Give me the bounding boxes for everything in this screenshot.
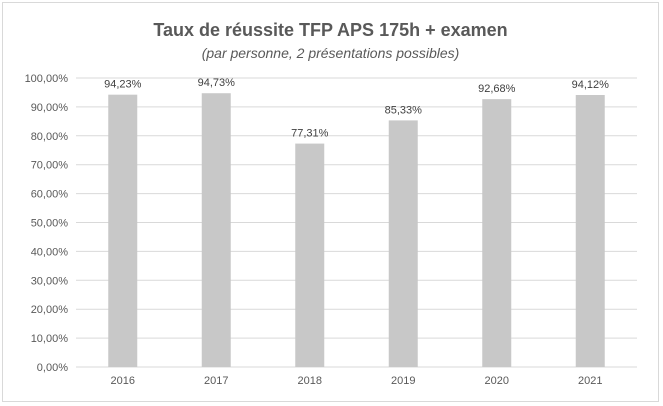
x-tick-label: 2020 [485, 375, 509, 387]
y-tick-label: 80,00% [31, 131, 69, 143]
y-tick-label: 40,00% [31, 246, 69, 258]
y-tick-label: 10,00% [31, 333, 69, 345]
bars [108, 93, 605, 368]
x-axis-ticks: 2016 2017 2018 2019 2020 2021 [111, 375, 603, 387]
y-tick-label: 90,00% [31, 102, 69, 114]
bar-2017 [201, 93, 231, 368]
gridlines [76, 77, 637, 368]
y-tick-label: 60,00% [31, 189, 69, 201]
bar-2016 [108, 94, 138, 368]
y-tick-label: 30,00% [31, 275, 69, 287]
y-tick-label: 20,00% [31, 304, 69, 316]
y-tick-label: 50,00% [31, 218, 69, 230]
y-axis-ticks: 0,00% 10,00% 20,00% 30,00% 40,00% 50,00% 60,00… [25, 73, 69, 374]
chart-frame: Taux de réussite TFP APS 175h + examen (… [2, 2, 659, 402]
x-tick-label: 2021 [578, 375, 602, 387]
data-label-2017: 94,73% [198, 77, 236, 89]
bar-2018 [295, 143, 325, 367]
x-tick-label: 2019 [391, 375, 415, 387]
data-label-2016: 94,23% [104, 79, 142, 91]
data-label-2021: 94,12% [572, 79, 610, 91]
x-tick-label: 2016 [111, 375, 135, 387]
bar-2019 [388, 120, 418, 367]
data-label-2019: 85,33% [385, 104, 423, 116]
x-tick-label: 2017 [204, 375, 228, 387]
bar-2020 [482, 99, 512, 368]
bar-2021 [575, 94, 605, 368]
data-label-2020: 92,68% [478, 83, 516, 95]
data-label-2018: 77,31% [291, 128, 329, 140]
chart-subtitle: (par personne, 2 présentations possibles… [201, 45, 460, 61]
y-tick-label: 0,00% [37, 362, 68, 374]
y-tick-label: 100,00% [25, 73, 69, 85]
x-tick-label: 2018 [298, 375, 322, 387]
chart-title: Taux de réussite TFP APS 175h + examen [153, 20, 508, 40]
y-tick-label: 70,00% [31, 160, 69, 172]
data-labels: 94,23% 94,73% 77,31% 85,33% 92,68% 94,12% [104, 77, 609, 139]
plot-area: 0,00% 10,00% 20,00% 30,00% 40,00% 50,00% 60,00… [25, 73, 637, 387]
